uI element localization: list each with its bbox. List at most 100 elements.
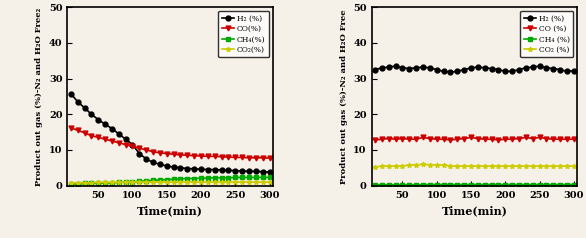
Line: CO₂ (%): CO₂ (%) xyxy=(373,162,576,169)
CO(%) xyxy=(184,154,191,157)
CO (%) xyxy=(522,136,529,139)
CH₄ (%) xyxy=(427,183,434,186)
CO(%) xyxy=(239,156,246,159)
H₂ (%) xyxy=(522,66,529,69)
Line: H₂ (%): H₂ (%) xyxy=(69,91,272,174)
H₂ (%) xyxy=(67,92,74,95)
H₂ (%) xyxy=(149,161,156,164)
H₂ (%) xyxy=(488,67,495,70)
CO(%) xyxy=(129,145,136,148)
CO(%) xyxy=(74,129,81,132)
H₂ (%) xyxy=(142,158,149,160)
Line: H₂ (%): H₂ (%) xyxy=(373,64,576,74)
CH₄(%) xyxy=(253,176,260,179)
CH₄(%) xyxy=(115,181,122,184)
CO (%) xyxy=(468,136,475,139)
H₂ (%) xyxy=(129,143,136,146)
CO₂ (%) xyxy=(379,165,386,168)
CH₄(%) xyxy=(67,182,74,185)
CH₄(%) xyxy=(149,179,156,182)
CH₄ (%) xyxy=(372,183,379,186)
CO₂(%) xyxy=(239,181,246,183)
CH₄ (%) xyxy=(447,183,454,186)
H₂ (%) xyxy=(536,64,543,68)
CO(%) xyxy=(259,156,266,159)
CH₄(%) xyxy=(218,176,225,179)
H₂ (%) xyxy=(420,66,427,69)
CO (%) xyxy=(529,137,536,140)
CO₂(%) xyxy=(74,181,81,184)
H₂ (%) xyxy=(379,66,386,69)
CO (%) xyxy=(385,137,392,140)
H₂ (%) xyxy=(502,70,509,73)
CH₄ (%) xyxy=(392,183,399,186)
CO(%) xyxy=(225,156,232,159)
CH₄ (%) xyxy=(468,183,475,186)
CO (%) xyxy=(427,137,434,140)
H₂ (%) xyxy=(225,169,232,172)
H₂ (%) xyxy=(74,100,81,103)
CH₄(%) xyxy=(88,182,95,185)
CH₄ (%) xyxy=(557,183,564,186)
CO₂ (%) xyxy=(563,165,570,168)
CO(%) xyxy=(115,141,122,144)
CH₄(%) xyxy=(136,180,143,183)
CO(%) xyxy=(246,156,253,159)
CO₂ (%) xyxy=(516,165,523,168)
H₂ (%) xyxy=(454,70,461,73)
CO(%) xyxy=(170,153,177,156)
CO₂ (%) xyxy=(481,165,488,168)
CO₂(%) xyxy=(266,181,273,183)
CH₄(%) xyxy=(211,176,218,179)
H₂ (%) xyxy=(392,64,399,68)
H₂ (%) xyxy=(570,69,577,72)
Legend: H₂ (%), CO(%), CH₄(%), CO₂(%): H₂ (%), CO(%), CH₄(%), CO₂(%) xyxy=(219,11,269,57)
CO₂(%) xyxy=(115,181,122,184)
CO₂ (%) xyxy=(385,165,392,168)
CO₂(%) xyxy=(95,181,102,184)
CO₂(%) xyxy=(205,181,212,183)
CO (%) xyxy=(440,138,447,141)
CH₄(%) xyxy=(163,178,171,181)
Line: CH₄(%): CH₄(%) xyxy=(69,175,272,186)
CH₄ (%) xyxy=(440,183,447,186)
H₂ (%) xyxy=(115,132,122,135)
CH₄ (%) xyxy=(570,183,577,186)
CO₂ (%) xyxy=(440,164,447,166)
CH₄(%) xyxy=(170,178,177,181)
CO(%) xyxy=(163,152,171,155)
CO₂ (%) xyxy=(433,164,440,166)
CH₄(%) xyxy=(231,176,239,179)
H₂ (%) xyxy=(246,170,253,173)
CH₄(%) xyxy=(101,182,108,185)
CO₂(%) xyxy=(163,181,171,183)
CO₂(%) xyxy=(253,181,260,183)
CO₂ (%) xyxy=(468,165,475,168)
CO₂ (%) xyxy=(454,165,461,168)
CO₂ (%) xyxy=(529,165,536,168)
CO₂(%) xyxy=(67,181,74,184)
CO(%) xyxy=(95,136,102,139)
Line: CO (%): CO (%) xyxy=(373,135,576,142)
H₂ (%) xyxy=(136,152,143,155)
CO (%) xyxy=(406,138,413,141)
CO(%) xyxy=(211,155,218,158)
CH₄ (%) xyxy=(461,183,468,186)
CH₄(%) xyxy=(184,177,191,180)
CH₄ (%) xyxy=(536,183,543,186)
CO₂ (%) xyxy=(557,165,564,168)
H₂ (%) xyxy=(385,66,392,69)
CO₂(%) xyxy=(218,181,225,183)
CO(%) xyxy=(149,150,156,153)
CO₂(%) xyxy=(142,181,149,183)
H₂ (%) xyxy=(177,166,184,169)
CH₄ (%) xyxy=(563,183,570,186)
CO₂(%) xyxy=(246,181,253,183)
H₂ (%) xyxy=(170,166,177,169)
CO (%) xyxy=(550,138,557,141)
CO₂(%) xyxy=(197,181,205,183)
H₂ (%) xyxy=(461,68,468,71)
CO₂ (%) xyxy=(550,165,557,168)
CO(%) xyxy=(177,154,184,156)
H₂ (%) xyxy=(95,118,102,121)
